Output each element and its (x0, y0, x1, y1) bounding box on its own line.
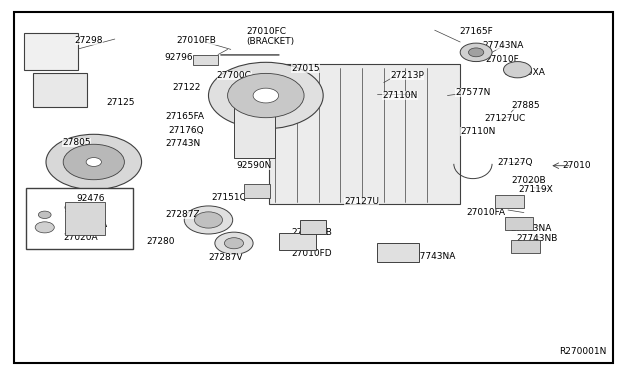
Text: 27213P: 27213P (390, 71, 424, 80)
Bar (511, 240, 540, 253)
Text: 27805: 27805 (62, 138, 90, 147)
Circle shape (184, 206, 233, 234)
Text: 27298: 27298 (75, 36, 103, 45)
Text: 27743NB: 27743NB (516, 234, 557, 243)
Text: 27700C: 27700C (217, 71, 252, 80)
Bar (300, 220, 326, 234)
Circle shape (504, 62, 532, 78)
Text: 92476: 92476 (77, 195, 105, 203)
Text: 27110N: 27110N (460, 127, 495, 136)
Circle shape (46, 134, 141, 190)
Text: 27280: 27280 (147, 237, 175, 246)
Text: 27010FB: 27010FB (177, 36, 216, 45)
Text: 27151Q: 27151Q (212, 193, 247, 202)
Bar (24, 33, 78, 70)
Text: 27070: 27070 (64, 157, 92, 167)
Text: 27287V: 27287V (209, 253, 243, 263)
Bar (378, 243, 419, 262)
Text: 27743NA: 27743NA (483, 41, 524, 50)
Text: 27165FA: 27165FA (166, 112, 205, 121)
Circle shape (460, 43, 492, 62)
Text: 27119XA: 27119XA (505, 68, 546, 77)
Text: 27010FD: 27010FD (291, 249, 332, 258)
Text: 27125: 27125 (106, 99, 135, 108)
Text: 27885: 27885 (511, 101, 540, 110)
Text: 27127Q: 27127Q (497, 157, 532, 167)
Bar (505, 217, 534, 230)
Text: 27119XB: 27119XB (291, 228, 332, 237)
Text: 27010FA: 27010FA (467, 208, 506, 217)
Text: 27010: 27010 (562, 161, 591, 170)
Circle shape (228, 73, 304, 118)
Text: 27743N: 27743N (166, 139, 201, 148)
Text: 27020B: 27020B (511, 176, 546, 185)
Circle shape (86, 158, 101, 166)
Circle shape (35, 222, 54, 233)
Text: 27127UC: 27127UC (484, 114, 525, 123)
Text: 27165F: 27165F (459, 27, 493, 36)
Text: R270001N: R270001N (559, 347, 607, 356)
Text: 27020A: 27020A (64, 233, 99, 242)
Circle shape (195, 212, 223, 228)
Bar (269, 64, 460, 205)
Circle shape (253, 88, 278, 103)
Circle shape (225, 238, 244, 249)
Bar (26, 188, 132, 249)
Bar (65, 202, 104, 235)
Text: 27577N: 27577N (455, 89, 490, 97)
Bar (244, 184, 270, 198)
Text: 27122: 27122 (172, 83, 200, 92)
Bar (495, 195, 524, 208)
Circle shape (215, 232, 253, 254)
Text: 92476+A: 92476+A (65, 220, 108, 229)
Bar (278, 233, 316, 250)
Text: 27743NA: 27743NA (510, 224, 551, 233)
Text: 27119X: 27119X (519, 185, 554, 194)
Text: 92200M: 92200M (64, 205, 100, 215)
Text: 27127U: 27127U (344, 197, 380, 206)
Text: 27287Z: 27287Z (166, 210, 200, 219)
Text: 92590N: 92590N (236, 161, 271, 170)
Circle shape (63, 144, 124, 180)
Circle shape (209, 62, 323, 129)
FancyBboxPatch shape (33, 73, 88, 107)
Text: 27176Q: 27176Q (168, 126, 204, 135)
Text: 27743NA: 27743NA (414, 252, 456, 262)
Circle shape (38, 211, 51, 218)
FancyBboxPatch shape (234, 99, 275, 158)
Circle shape (468, 48, 484, 57)
Text: 27010FC
(BRACKET): 27010FC (BRACKET) (246, 27, 295, 46)
Text: 27110N: 27110N (383, 91, 418, 100)
Text: 92796: 92796 (164, 53, 193, 62)
Text: 27010F: 27010F (486, 55, 520, 64)
Bar (193, 55, 218, 65)
Text: 27015: 27015 (291, 64, 320, 73)
